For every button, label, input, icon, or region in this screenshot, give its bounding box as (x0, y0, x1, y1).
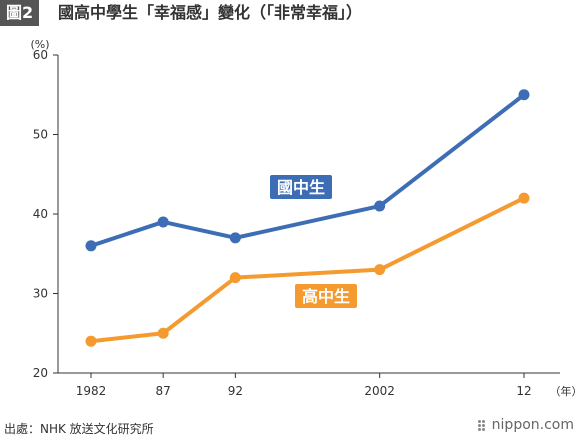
series-line-junior-high (90, 93, 526, 248)
y-tick-label: 30 (33, 287, 48, 301)
x-tick-label: 12 (516, 384, 531, 398)
data-point (518, 89, 530, 101)
series-label: 國中生 (277, 178, 325, 197)
data-point (85, 240, 97, 252)
x-axis-label: （年） (550, 384, 583, 398)
data-point (85, 335, 97, 347)
x-tick-label: 87 (156, 384, 171, 398)
x-tick-label: 2002 (364, 384, 395, 398)
y-tick-label: 40 (33, 207, 48, 221)
chart-axes: 20 30 40 50 60(%) 1982 87 92 2002 12 （年） (30, 38, 582, 398)
series-label-box (270, 175, 332, 199)
y-axis-label: (%) (30, 38, 49, 51)
data-point (518, 192, 530, 204)
y-tick-label: 50 (33, 128, 48, 142)
series-line-senior-high (90, 196, 525, 344)
x-tick-label: 92 (228, 384, 243, 398)
y-tick-label: 20 (33, 366, 48, 380)
series-label-box (295, 284, 357, 308)
data-point (157, 216, 169, 228)
brand-logo: nippon.com (477, 417, 574, 433)
x-tick-label: 1982 (76, 384, 107, 398)
figure-title: 國高中學生「幸福感」變化（「非常幸福」） (58, 3, 363, 22)
series-label: 高中生 (302, 287, 350, 306)
data-point (374, 200, 386, 212)
data-point (229, 272, 241, 284)
brand-name: nippon.com (491, 417, 574, 433)
data-point (229, 232, 241, 244)
y-tick-label: 60 (33, 48, 48, 62)
chart-series (85, 89, 530, 347)
data-point (374, 264, 386, 276)
figure-header: 圖2 國高中學生「幸福感」變化（「非常幸福」） (0, 0, 584, 30)
brand-dots-icon (477, 419, 488, 431)
data-point (157, 327, 169, 339)
source-note: 出處：NHK 放送文化研究所 (4, 422, 154, 436)
figure-number-badge: 圖2 (0, 0, 40, 26)
